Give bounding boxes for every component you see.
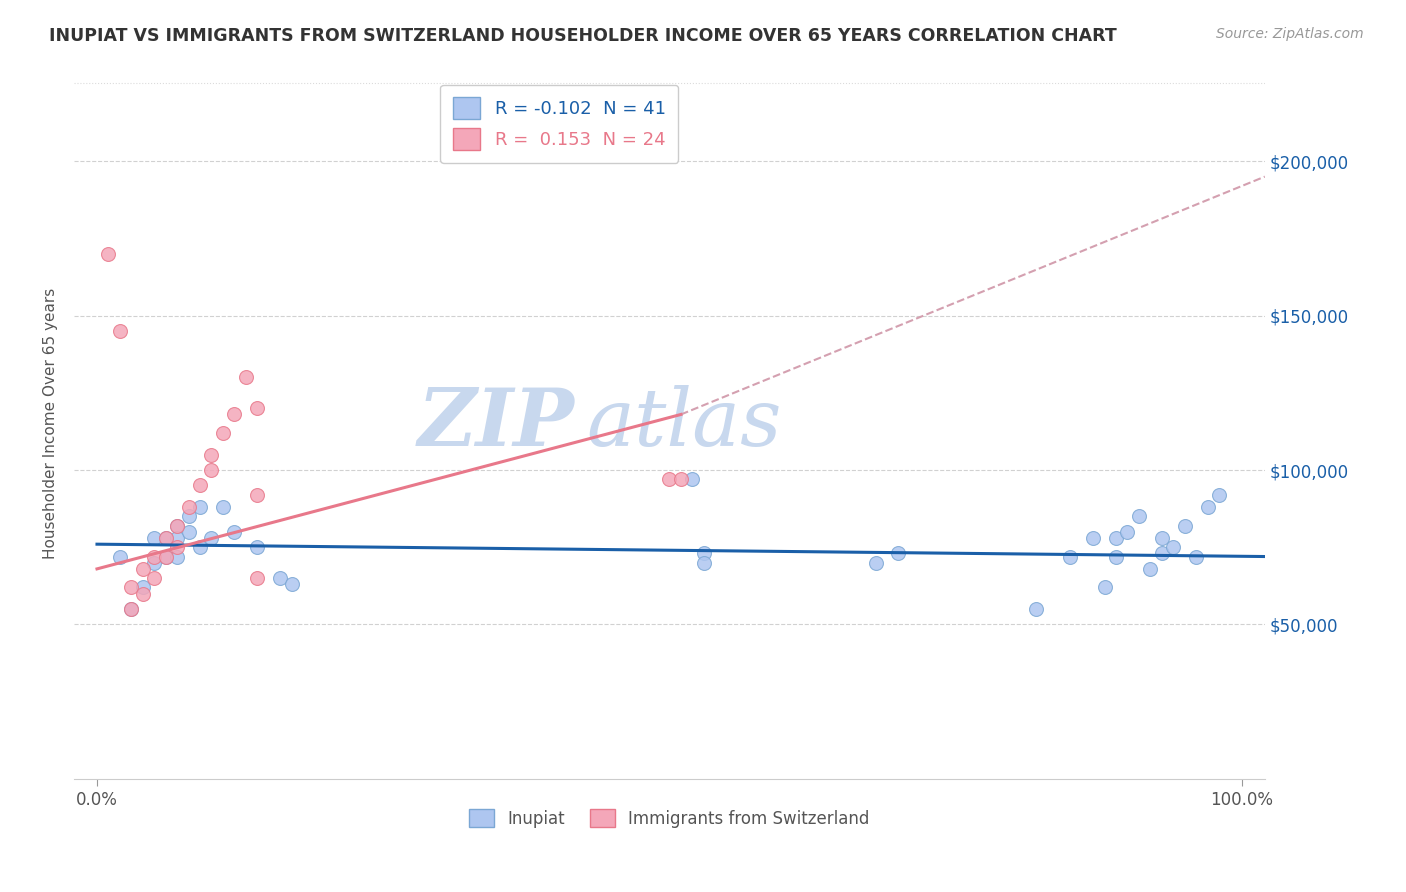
Point — [143, 531, 166, 545]
Point — [246, 571, 269, 585]
Point — [97, 247, 120, 261]
Point — [887, 546, 910, 560]
Point — [1025, 602, 1047, 616]
Point — [166, 541, 188, 555]
Point — [155, 531, 177, 545]
Point — [246, 401, 269, 416]
Text: Source: ZipAtlas.com: Source: ZipAtlas.com — [1216, 27, 1364, 41]
Point — [1128, 509, 1150, 524]
Point — [166, 518, 188, 533]
Point — [1059, 549, 1081, 564]
Point — [1197, 500, 1219, 515]
Point — [108, 549, 131, 564]
Point — [1139, 562, 1161, 576]
Point — [681, 472, 703, 486]
Point — [132, 586, 155, 600]
Point — [1174, 518, 1197, 533]
Point — [143, 556, 166, 570]
Point — [188, 478, 211, 492]
Point — [200, 531, 222, 545]
Point — [177, 500, 200, 515]
Point — [1105, 531, 1128, 545]
Point — [246, 541, 269, 555]
Point — [200, 448, 222, 462]
Point — [155, 531, 177, 545]
Point — [865, 556, 887, 570]
Point — [120, 602, 142, 616]
Y-axis label: Householder Income Over 65 years: Householder Income Over 65 years — [44, 288, 58, 559]
Legend: Inupiat, Immigrants from Switzerland: Inupiat, Immigrants from Switzerland — [463, 803, 876, 835]
Point — [177, 524, 200, 539]
Point — [1185, 549, 1208, 564]
Point — [1150, 531, 1173, 545]
Point — [669, 472, 692, 486]
Point — [693, 556, 716, 570]
Point — [1094, 581, 1116, 595]
Point — [224, 408, 246, 422]
Point — [1116, 524, 1139, 539]
Point — [132, 581, 155, 595]
Point — [200, 463, 222, 477]
Point — [212, 425, 235, 440]
Point — [1081, 531, 1104, 545]
Point — [188, 500, 211, 515]
Point — [166, 549, 188, 564]
Point — [166, 518, 188, 533]
Text: INUPIAT VS IMMIGRANTS FROM SWITZERLAND HOUSEHOLDER INCOME OVER 65 YEARS CORRELAT: INUPIAT VS IMMIGRANTS FROM SWITZERLAND H… — [49, 27, 1116, 45]
Point — [693, 546, 716, 560]
Point — [212, 500, 235, 515]
Point — [166, 531, 188, 545]
Text: ZIP: ZIP — [418, 385, 574, 462]
Point — [1208, 488, 1230, 502]
Point — [1161, 541, 1184, 555]
Point — [224, 524, 246, 539]
Text: atlas: atlas — [586, 385, 782, 462]
Point — [280, 577, 302, 591]
Point — [155, 549, 177, 564]
Point — [1105, 549, 1128, 564]
Point — [120, 602, 142, 616]
Point — [108, 324, 131, 338]
Point — [246, 488, 269, 502]
Point — [1150, 546, 1173, 560]
Point — [188, 541, 211, 555]
Point — [235, 370, 257, 384]
Point — [658, 472, 681, 486]
Point — [120, 581, 142, 595]
Point — [177, 509, 200, 524]
Point — [132, 562, 155, 576]
Point — [269, 571, 291, 585]
Point — [155, 549, 177, 564]
Point — [143, 549, 166, 564]
Point — [143, 571, 166, 585]
